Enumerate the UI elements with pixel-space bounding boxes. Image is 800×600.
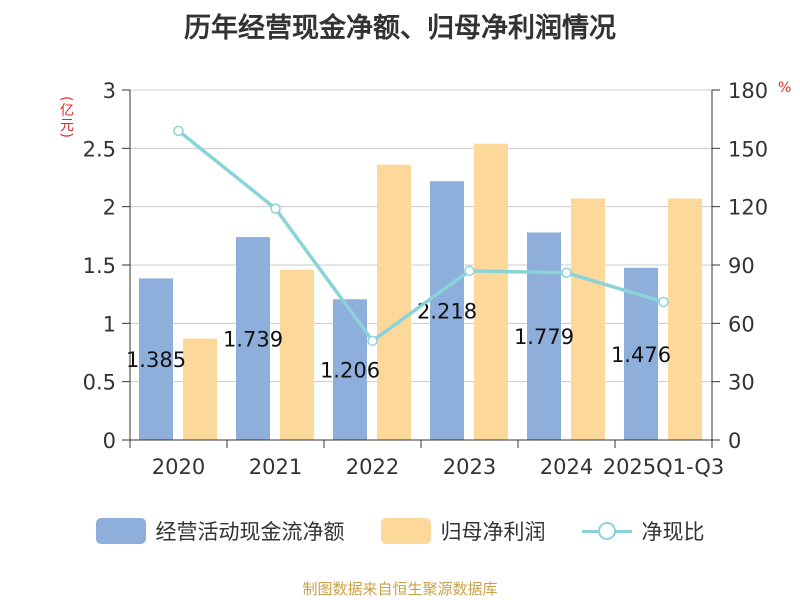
right-axis-tick-label: 150: [728, 137, 768, 161]
x-axis-tick-label: 2023: [443, 455, 496, 479]
ratio-point: [464, 265, 475, 277]
left-axis-tick-label: 0: [103, 429, 116, 453]
x-axis-tick-label: 2021: [249, 455, 302, 479]
x-axis-tick-label: 2020: [152, 455, 205, 479]
ratio-point: [270, 203, 281, 214]
left-axis-unit: (亿元): [58, 96, 74, 139]
bar-data-label: 1.206: [320, 359, 380, 383]
bar-cashflow: [236, 237, 270, 440]
left-axis-tick-label: 1.5: [83, 254, 116, 278]
bar-data-label: 1.385: [126, 348, 186, 372]
left-axis-tick-label: 2.5: [83, 137, 116, 161]
right-axis-unit: %: [778, 80, 792, 96]
bar-netprofit: [280, 269, 314, 440]
bar-netprofit: [571, 198, 605, 440]
ratio-line: [177, 129, 665, 343]
bar-netprofit: [668, 198, 702, 440]
legend: 经营活动现金流净额 归母净利润 净现比: [0, 516, 800, 546]
ratio-point: [658, 296, 669, 308]
legend-item-cashflow[interactable]: 经营活动现金流净额: [95, 516, 345, 546]
legend-label-cashflow: 经营活动现金流净额: [155, 520, 345, 544]
legend-swatch-netprofit: [380, 518, 431, 544]
source-note: 制图数据来自恒生聚源数据库: [302, 580, 498, 598]
ratio-point: [173, 125, 184, 137]
chart-title: 历年经营现金净额、归母净利润情况: [184, 13, 616, 44]
x-axis-tick-label: 2025Q1-Q3: [603, 455, 725, 479]
right-axis-tick-label: 30: [728, 371, 755, 395]
legend-swatch-cashflow: [95, 518, 146, 544]
ratio-point: [367, 335, 378, 347]
legend-label-netprofit: 归母净利润: [440, 520, 546, 544]
right-axis-tick-label: 60: [728, 312, 755, 336]
legend-item-ratio[interactable]: 净现比: [581, 516, 705, 546]
x-axis-tick-label: 2024: [540, 455, 593, 479]
legend-label-ratio: 净现比: [641, 520, 705, 544]
left-axis-tick-label: 3: [103, 79, 116, 103]
bar-cashflow: [527, 232, 561, 440]
legend-swatch-ratio: [581, 518, 632, 544]
bar-data-label: 1.739: [223, 328, 283, 352]
legend-item-netprofit[interactable]: 归母净利润: [380, 516, 546, 546]
bar-data-label: 1.476: [611, 343, 671, 367]
bar-netprofit: [377, 164, 411, 440]
right-axis-tick-label: 0: [728, 429, 741, 453]
bar-data-label: 1.779: [514, 325, 574, 349]
bar-netprofit: [183, 338, 217, 440]
left-axis-tick-label: 1: [103, 312, 116, 336]
bar-netprofit: [474, 143, 508, 440]
bar-cashflow: [139, 278, 173, 440]
ratio-point: [561, 267, 572, 279]
x-axis-tick-label: 2022: [346, 455, 399, 479]
right-axis-tick-label: 120: [728, 196, 768, 220]
bar-cashflow: [430, 181, 464, 440]
left-axis-tick-label: 0.5: [83, 371, 116, 395]
right-axis-tick-label: 90: [728, 254, 755, 278]
left-axis-tick-label: 2: [103, 196, 116, 220]
right-axis-tick-label: 180: [728, 79, 768, 103]
